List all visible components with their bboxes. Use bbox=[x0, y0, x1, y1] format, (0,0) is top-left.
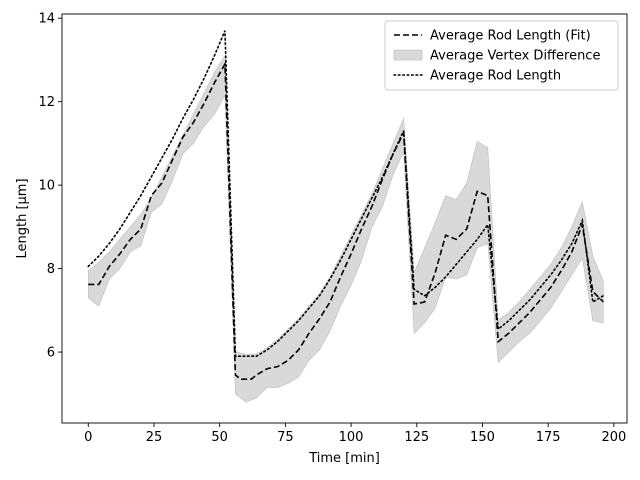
axes-frame bbox=[61, 13, 628, 424]
vertex-difference-band bbox=[87, 54, 604, 403]
legend: Average Rod Length (Fit) Average Vertex D… bbox=[384, 20, 619, 91]
legend-swatch-band bbox=[393, 49, 423, 61]
ticks: 0 25 50 75 100 125 150 175 200 6 8 10 12 14 bbox=[38, 12, 626, 445]
y-tick-label: 8 bbox=[47, 262, 55, 277]
x-tick-label: 50 bbox=[211, 430, 228, 445]
legend-label: Average Rod Length bbox=[430, 69, 561, 84]
x-tick-label: 25 bbox=[146, 430, 163, 445]
x-tick-label: 175 bbox=[536, 430, 561, 445]
legend-label: Average Vertex Difference bbox=[430, 49, 600, 64]
x-tick-label: 75 bbox=[277, 430, 294, 445]
y-tick-label: 6 bbox=[47, 346, 55, 361]
y-axis-label: Length [μm] bbox=[15, 178, 30, 258]
x-tick-label: 150 bbox=[470, 430, 495, 445]
y-tick-label: 12 bbox=[38, 95, 55, 110]
x-axis-label: Time [min] bbox=[308, 451, 380, 466]
rod-length-line bbox=[87, 30, 605, 358]
plot-area bbox=[87, 30, 605, 403]
x-tick-label: 100 bbox=[339, 430, 364, 445]
legend-label: Average Rod Length (Fit) bbox=[430, 29, 591, 44]
x-tick-label: 0 bbox=[84, 430, 92, 445]
x-tick-label: 125 bbox=[404, 430, 429, 445]
y-tick-label: 14 bbox=[38, 12, 55, 27]
x-tick-label: 200 bbox=[601, 430, 626, 445]
rod-length-fit-line bbox=[88, 61, 604, 380]
y-tick-label: 10 bbox=[38, 179, 55, 194]
axes bbox=[61, 13, 628, 424]
legend-box bbox=[384, 20, 619, 91]
